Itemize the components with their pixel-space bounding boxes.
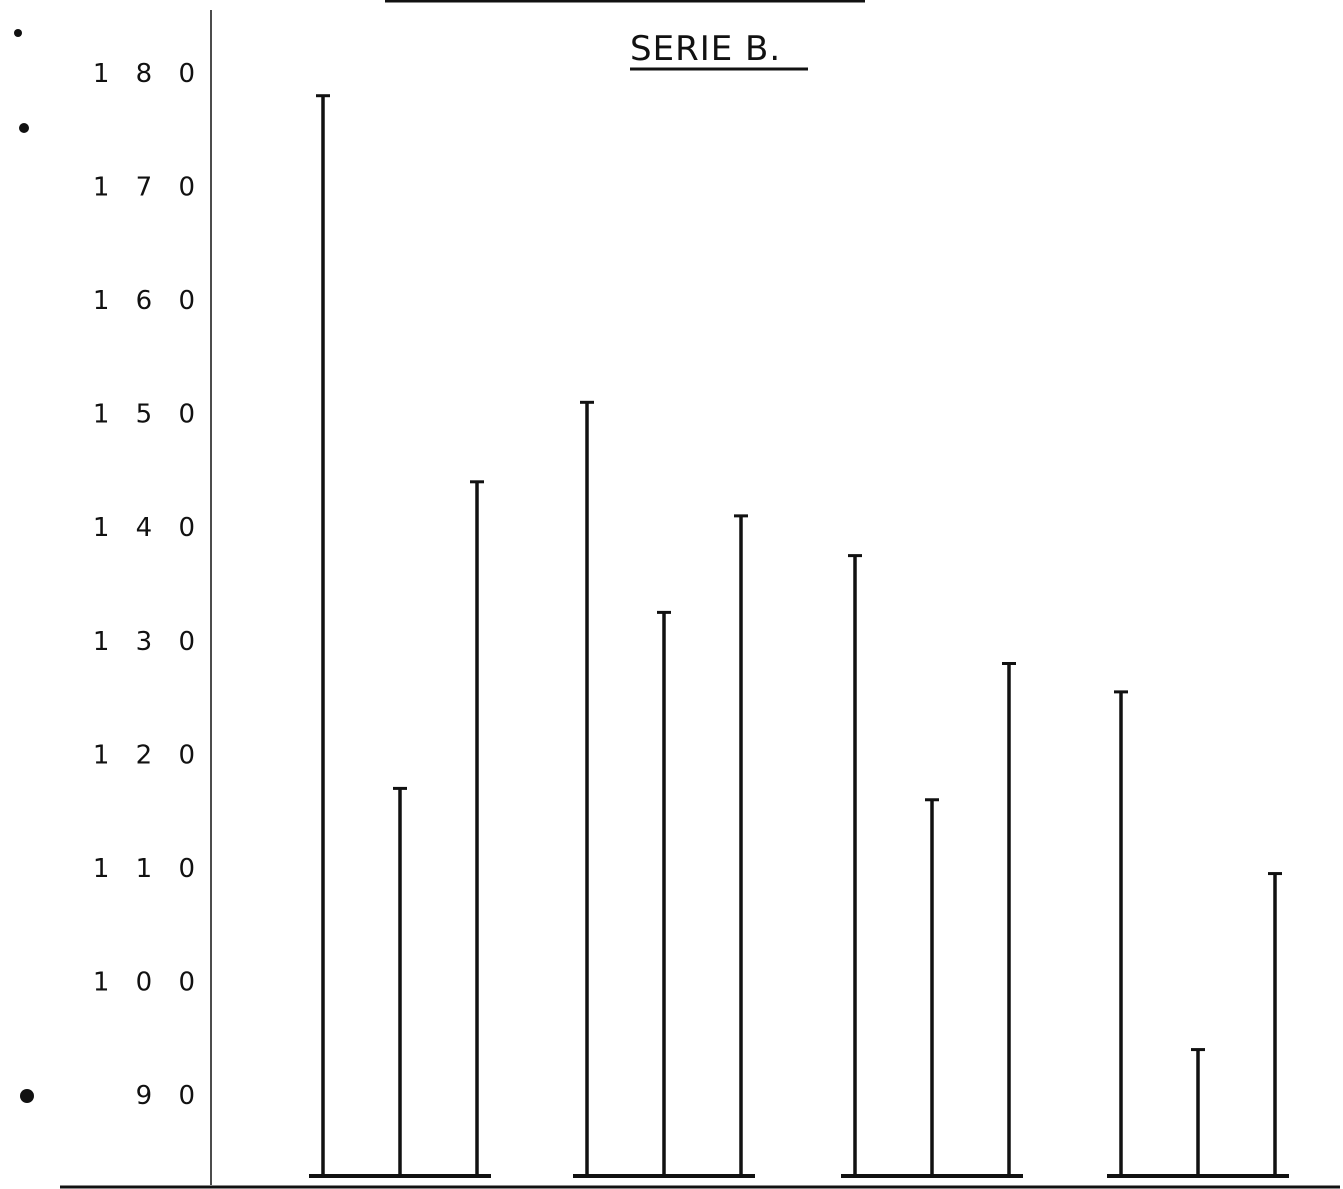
y-tick-label: 1 1 0 bbox=[93, 854, 204, 884]
y-tick-label: 1 7 0 bbox=[93, 173, 204, 203]
y-tick-label: 1 8 0 bbox=[93, 59, 204, 89]
y-tick-label: 1 6 0 bbox=[93, 286, 204, 316]
y-tick-label: 1 5 0 bbox=[93, 400, 204, 430]
y-tick-label: 1 2 0 bbox=[93, 740, 204, 770]
y-axis-ticks: 9 0 1 0 0 1 1 0 1 2 0 1 3 0 1 4 0 1 5 0 1 6 0 1 … bbox=[93, 59, 204, 1111]
y-tick-label: 1 0 0 bbox=[93, 967, 204, 997]
chart-title: SERIE B. bbox=[630, 29, 781, 69]
margin-marks bbox=[14, 29, 34, 1103]
margin-dot bbox=[20, 1089, 34, 1103]
margin-dot bbox=[19, 123, 29, 133]
y-tick-label: 1 3 0 bbox=[93, 627, 204, 657]
chart-title-group: SERIE B. bbox=[385, 0, 865, 71]
y-tick-label: 9 0 bbox=[136, 1081, 204, 1111]
y-tick-label: 1 4 0 bbox=[93, 513, 204, 543]
bar-series bbox=[309, 94, 1289, 1178]
margin-dot bbox=[14, 29, 22, 37]
